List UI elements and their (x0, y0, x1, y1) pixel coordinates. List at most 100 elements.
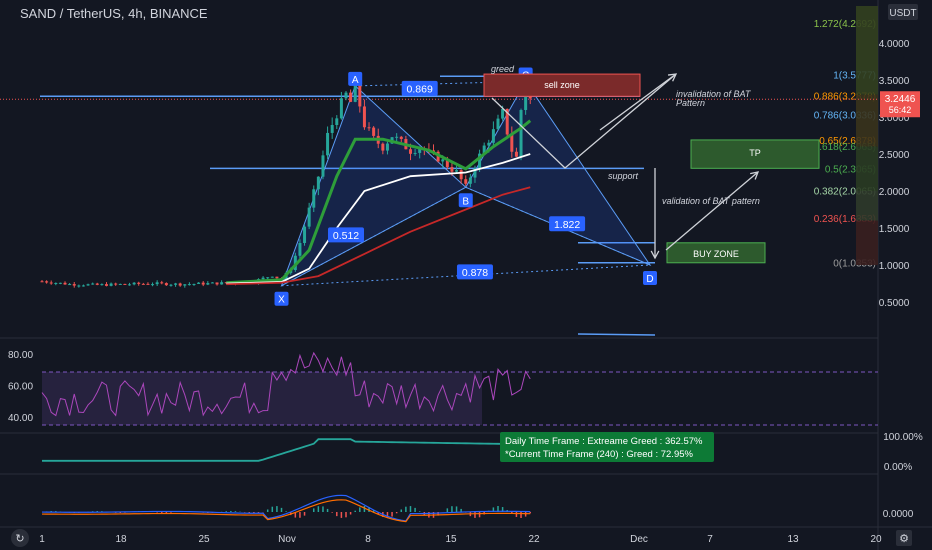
candle-body (367, 127, 371, 129)
ratio-label (401, 80, 438, 96)
invalidation-path (491, 73, 677, 169)
candle-body (58, 282, 62, 284)
candle-body (261, 277, 265, 280)
candle-body (450, 167, 454, 172)
support-label: support (608, 171, 639, 181)
candle-body (298, 243, 302, 256)
candle-body (312, 189, 316, 208)
candle-body (307, 207, 311, 227)
countdown-label: 56:42 (889, 105, 912, 115)
candle-body (270, 276, 274, 278)
sentiment-tick: 0.00% (884, 462, 912, 473)
candle-body (321, 155, 325, 177)
candle-body (86, 284, 90, 286)
ratio-label (549, 216, 586, 232)
sell-zone (483, 73, 641, 97)
time-tick: 7 (707, 534, 713, 545)
pattern-point-label: A (352, 75, 359, 86)
pattern-point-b (458, 193, 473, 208)
candle-body (514, 151, 518, 157)
candle-body (141, 283, 145, 285)
candle-body (519, 110, 523, 157)
price-tick: 4.0000 (879, 39, 910, 50)
level-line (577, 333, 656, 336)
time-tick: 15 (445, 534, 457, 545)
chart-title: SAND / TetherUS, 4h, BINANCE (20, 6, 208, 21)
candle-body (408, 149, 412, 154)
fib-level-label: 1(3.5777) (833, 70, 876, 81)
candle-body (109, 283, 113, 286)
fib-color-column (856, 220, 878, 265)
candle-body (413, 152, 417, 154)
sentiment-callout-line2: *Current Time Frame (240) : Greed : 72.9… (505, 449, 694, 460)
candle-body (215, 282, 219, 285)
bd-line (465, 186, 651, 266)
candle-body (491, 129, 495, 143)
tp-arrow (665, 171, 759, 251)
fib-level-label: 0.786(3.0336) (814, 111, 876, 122)
time-tick: 20 (870, 534, 882, 545)
sell-zone-label: sell zone (544, 80, 580, 90)
candle-body (187, 284, 191, 286)
candle-body (316, 176, 320, 190)
candle-body (45, 281, 49, 283)
ema-line (226, 153, 531, 285)
ema-line (226, 186, 531, 286)
pattern-point-label: X (278, 295, 285, 306)
candle-body (381, 143, 385, 151)
price-tick: 1.0000 (879, 261, 910, 272)
candle-body (91, 283, 95, 285)
time-tick: 13 (787, 534, 799, 545)
candle-body (275, 276, 279, 279)
ac-line (355, 80, 526, 87)
candle-body (72, 284, 76, 286)
candle-body (473, 168, 477, 178)
candle-body (524, 83, 528, 111)
pattern-point-d (643, 271, 657, 285)
fib-level-label: 1.272(4.2692) (814, 19, 876, 30)
rsi-tick: 80.00 (8, 350, 33, 361)
rsi-line (41, 351, 531, 417)
tp-label: TP (749, 148, 761, 158)
candle-body (201, 282, 205, 285)
fib-level-label: 0.618(2.6065) (814, 142, 876, 153)
last-price-badge (880, 91, 920, 118)
settings-icon[interactable] (896, 530, 912, 546)
candle-body (339, 98, 343, 119)
candle-body (206, 283, 210, 285)
sentiment-callout-line1: Daily Time Frame : Extreame Greed : 362.… (505, 436, 703, 447)
candle-body (459, 170, 463, 180)
buy-zone (666, 242, 766, 264)
candle-body (100, 284, 104, 286)
chart-logo-glyph: ↻ (15, 533, 24, 545)
candle-body (146, 283, 150, 285)
validation-label: validation of BAT pattern (662, 196, 760, 206)
candle-body (399, 136, 403, 139)
candle-body (505, 108, 509, 135)
macd-line (41, 494, 531, 522)
fib-level-label: 0.886(3.2878) (814, 92, 876, 103)
ratio-text: 0.512 (333, 230, 359, 242)
pattern-point-label: B (462, 196, 469, 207)
candle-body (501, 108, 505, 119)
time-tick: 18 (115, 534, 127, 545)
currency-label: USDT (889, 8, 916, 19)
candle-body (496, 118, 500, 130)
candle-body (441, 159, 445, 162)
pattern-point-a (348, 71, 363, 86)
xd-line (281, 264, 651, 287)
candle-body (114, 283, 118, 285)
candle-body (362, 106, 366, 128)
macd-signal (41, 499, 531, 523)
price-tick: 3.0000 (879, 113, 910, 124)
fib-level-label: 0.236(1.6353) (814, 214, 876, 225)
candle-body (358, 80, 362, 107)
candle-body (464, 179, 468, 184)
candle-body (128, 284, 132, 286)
price-tick: 3.5000 (879, 76, 910, 87)
candle-body (151, 284, 155, 286)
candle-body (436, 151, 440, 162)
fib-color-column (856, 146, 878, 191)
fib-color-column (856, 191, 878, 221)
